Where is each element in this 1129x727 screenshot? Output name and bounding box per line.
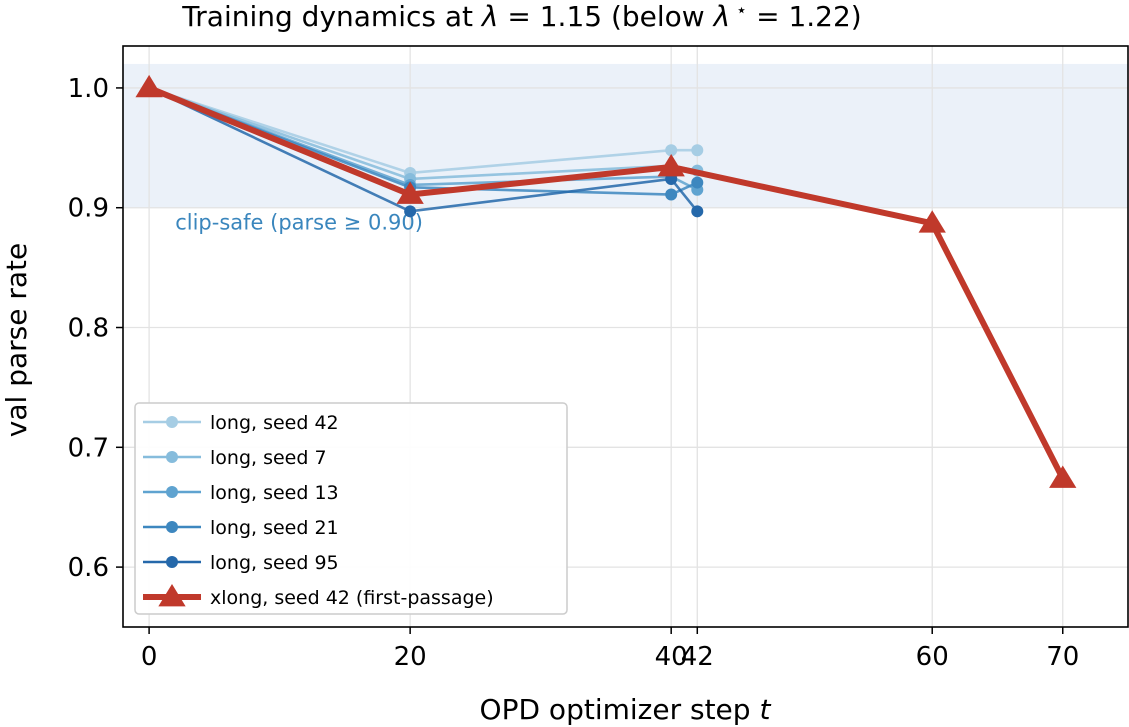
- x-tick-label: 20: [394, 642, 427, 672]
- legend-marker-circle: [166, 556, 178, 568]
- series-5: [135, 74, 1077, 488]
- series-line: [148, 86, 698, 175]
- data-point-circle: [691, 176, 704, 189]
- x-axis-label-text: OPD optimizer step: [480, 693, 760, 726]
- legend-item: long, seed 95: [143, 552, 339, 574]
- legend: long, seed 42 long, seed 7 long, seed 13 lo…: [134, 402, 568, 615]
- y-ticks: 0.6 0.7 0.8 0.9 1.0: [68, 74, 123, 583]
- legend-item: long, seed 42: [143, 412, 339, 434]
- data-point-triangle: [1049, 465, 1077, 488]
- legend-label: long, seed 21: [210, 517, 339, 539]
- x-tick-label: 70: [1046, 642, 1079, 672]
- legend-item: long, seed 21: [143, 517, 339, 539]
- plot-frame: [122, 45, 1129, 628]
- data-point-triangle: [396, 181, 424, 204]
- title-lambda-1: λ: [480, 0, 499, 33]
- legend-label: long, seed 13: [210, 482, 339, 504]
- legend-marker-circle: [166, 486, 178, 498]
- y-tick-label: 0.6: [68, 553, 109, 583]
- data-point-circle: [665, 188, 678, 201]
- y-tick-label: 1.0: [68, 74, 109, 104]
- legend-label: long, seed 7: [210, 447, 327, 469]
- series-line: [148, 86, 698, 196]
- data-point-circle: [691, 205, 704, 218]
- series-line: [148, 86, 699, 213]
- legend-label: long, seed 42: [210, 412, 339, 434]
- y-tick-label: 0.8: [68, 314, 109, 344]
- y-axis-label: val parse rate: [0, 243, 33, 437]
- x-axis-label: OPD optimizer step t: [480, 693, 772, 726]
- x-axis-label-var: t: [759, 693, 771, 726]
- legend-item: xlong, seed 42 (first-passage): [143, 584, 494, 609]
- legend-label: xlong, seed 42 (first-passage): [210, 587, 494, 609]
- data-point-triangle: [135, 74, 163, 98]
- y-tick-label: 0.9: [68, 194, 109, 224]
- title-part-2: = 1.15 (below: [498, 0, 713, 33]
- legend-item: long, seed 7: [143, 447, 327, 469]
- x-tick-label: 42: [681, 642, 714, 672]
- data-point-circle: [665, 144, 678, 157]
- title-part-1: Training dynamics at: [181, 0, 482, 33]
- title-star: ⋆: [730, 0, 747, 21]
- series-layer: [135, 74, 1077, 488]
- legend-marker-triangle: [158, 584, 186, 607]
- legend-box: [134, 402, 568, 615]
- clip-safe-label: clip-safe (parse ≥ 0.90): [175, 210, 423, 234]
- x-tick-label: 0: [141, 642, 158, 672]
- legend-item: long, seed 13: [143, 482, 339, 504]
- x-tick-label: 40: [655, 642, 688, 672]
- chart-title: Training dynamics at λ = 1.15 (below λ ⋆…: [181, 0, 861, 33]
- legend-marker-circle: [166, 451, 178, 463]
- data-point-triangle: [918, 210, 946, 233]
- legend-label: long, seed 95: [210, 552, 339, 574]
- legend-marker-circle: [166, 416, 178, 428]
- x-tick-label: 60: [916, 642, 949, 672]
- title-lambda-2: λ: [712, 0, 731, 33]
- title-part-3: = 1.22): [747, 0, 862, 33]
- legend-marker-circle: [166, 521, 178, 533]
- data-point-circle: [691, 144, 704, 157]
- data-point-triangle: [657, 153, 685, 177]
- y-tick-label: 0.7: [68, 433, 109, 463]
- data-point-circle: [404, 205, 417, 218]
